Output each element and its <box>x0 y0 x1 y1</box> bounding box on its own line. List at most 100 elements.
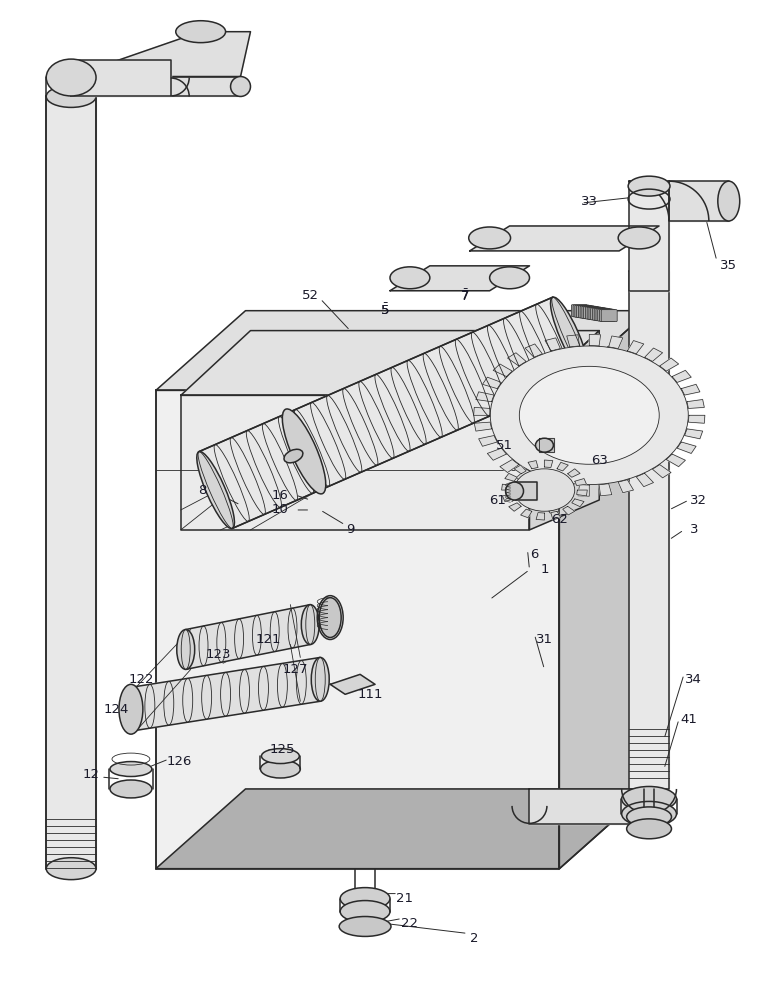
Polygon shape <box>629 271 669 789</box>
Polygon shape <box>536 513 545 520</box>
Polygon shape <box>572 499 584 507</box>
Polygon shape <box>568 469 580 477</box>
Polygon shape <box>181 331 599 395</box>
Polygon shape <box>677 442 696 453</box>
Polygon shape <box>566 335 580 347</box>
Text: 35: 35 <box>720 259 737 272</box>
Polygon shape <box>608 336 623 349</box>
Ellipse shape <box>535 438 553 452</box>
Polygon shape <box>688 415 705 423</box>
FancyBboxPatch shape <box>573 305 589 317</box>
Ellipse shape <box>110 762 152 777</box>
FancyBboxPatch shape <box>571 305 587 317</box>
Polygon shape <box>545 460 553 467</box>
Polygon shape <box>509 503 521 511</box>
Polygon shape <box>672 370 691 382</box>
Text: 16: 16 <box>272 489 289 502</box>
Polygon shape <box>645 348 663 361</box>
Text: 8: 8 <box>199 484 207 497</box>
FancyBboxPatch shape <box>601 310 617 322</box>
Ellipse shape <box>469 227 511 249</box>
Polygon shape <box>494 364 512 377</box>
Text: 62: 62 <box>551 513 568 526</box>
Ellipse shape <box>47 858 96 880</box>
FancyBboxPatch shape <box>592 308 608 320</box>
Polygon shape <box>575 479 587 486</box>
Polygon shape <box>525 344 542 357</box>
Polygon shape <box>556 482 570 495</box>
Polygon shape <box>199 297 586 528</box>
Polygon shape <box>71 60 171 96</box>
Ellipse shape <box>119 684 143 734</box>
Polygon shape <box>589 334 601 346</box>
Text: 1: 1 <box>540 563 549 576</box>
Text: 61: 61 <box>489 493 506 506</box>
Polygon shape <box>545 338 560 351</box>
Text: 52: 52 <box>302 289 319 302</box>
Polygon shape <box>181 395 529 530</box>
Text: 122: 122 <box>128 673 154 686</box>
Ellipse shape <box>47 59 96 96</box>
Ellipse shape <box>340 888 390 910</box>
Ellipse shape <box>175 21 226 43</box>
Ellipse shape <box>628 176 670 196</box>
Polygon shape <box>390 266 529 291</box>
FancyBboxPatch shape <box>575 305 591 317</box>
FancyBboxPatch shape <box>580 306 596 318</box>
Ellipse shape <box>319 598 341 638</box>
Polygon shape <box>636 473 653 487</box>
Ellipse shape <box>340 901 390 922</box>
FancyBboxPatch shape <box>582 306 598 318</box>
Text: 63: 63 <box>591 454 608 467</box>
Ellipse shape <box>110 780 152 798</box>
Polygon shape <box>483 377 501 389</box>
Text: 34: 34 <box>685 673 702 686</box>
Polygon shape <box>476 392 494 402</box>
Polygon shape <box>599 484 611 496</box>
Polygon shape <box>501 484 512 490</box>
Text: 3: 3 <box>690 523 698 536</box>
Ellipse shape <box>311 657 329 701</box>
Text: 22: 22 <box>401 917 418 930</box>
Ellipse shape <box>627 807 671 827</box>
Polygon shape <box>528 461 538 469</box>
Polygon shape <box>660 358 679 371</box>
Polygon shape <box>687 400 705 408</box>
Ellipse shape <box>261 760 300 778</box>
Ellipse shape <box>301 605 319 644</box>
Text: 125: 125 <box>269 743 295 756</box>
Polygon shape <box>185 605 310 669</box>
Ellipse shape <box>390 267 430 289</box>
Polygon shape <box>514 482 538 500</box>
Text: 51: 51 <box>496 439 513 452</box>
Ellipse shape <box>177 630 195 669</box>
Polygon shape <box>535 477 551 490</box>
Text: $\bar{7}$: $\bar{7}$ <box>460 288 469 304</box>
Text: 124: 124 <box>103 703 129 716</box>
Polygon shape <box>628 341 644 354</box>
Text: 41: 41 <box>681 713 698 726</box>
Polygon shape <box>474 422 491 431</box>
Ellipse shape <box>490 267 529 289</box>
FancyBboxPatch shape <box>585 307 601 319</box>
Ellipse shape <box>627 819 671 839</box>
FancyBboxPatch shape <box>596 309 612 321</box>
Polygon shape <box>653 465 671 478</box>
Ellipse shape <box>514 469 575 511</box>
Polygon shape <box>557 462 568 471</box>
Text: 31: 31 <box>536 633 553 646</box>
Text: 33: 33 <box>580 195 598 208</box>
FancyBboxPatch shape <box>591 308 607 320</box>
FancyBboxPatch shape <box>600 309 615 321</box>
Polygon shape <box>618 480 633 493</box>
Ellipse shape <box>122 687 140 731</box>
Text: 121: 121 <box>255 633 281 646</box>
FancyBboxPatch shape <box>589 308 605 320</box>
Polygon shape <box>473 407 490 415</box>
Polygon shape <box>156 311 649 390</box>
Ellipse shape <box>262 749 300 764</box>
FancyBboxPatch shape <box>594 309 610 320</box>
Ellipse shape <box>197 451 234 529</box>
Polygon shape <box>681 384 700 395</box>
Text: 123: 123 <box>206 648 231 661</box>
